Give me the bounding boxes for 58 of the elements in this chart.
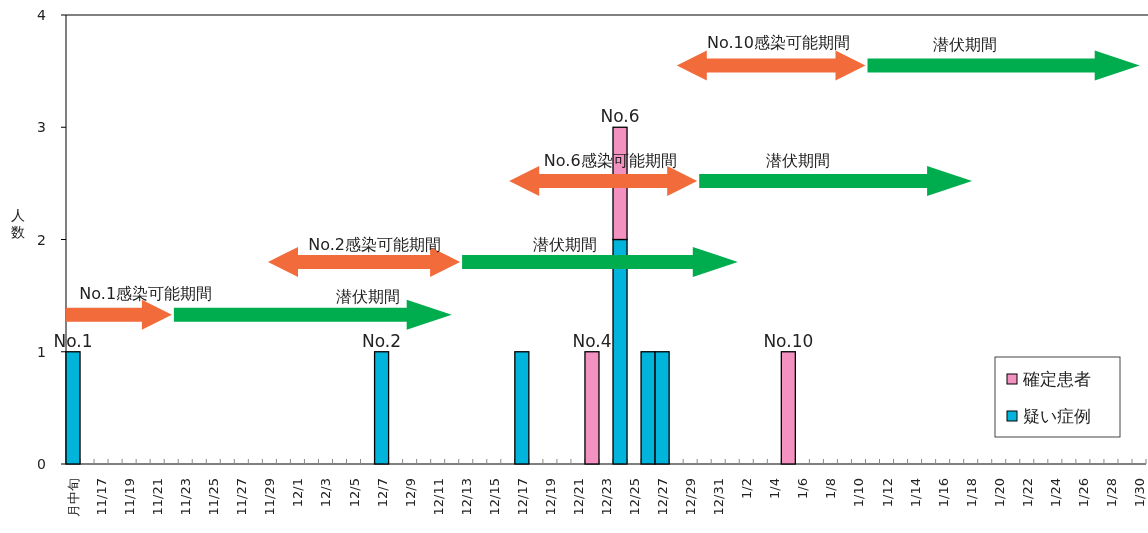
x-tick-label: 1/26 xyxy=(1075,478,1091,508)
x-tick-label: 11/29 xyxy=(262,478,278,516)
legend-label: 疑い症例 xyxy=(1023,406,1091,426)
y-tick-label: 3 xyxy=(37,119,46,136)
annotation: 潜伏期間 xyxy=(335,286,400,306)
y-tick-label: 4 xyxy=(37,7,47,23)
x-tick-label: 12/17 xyxy=(514,478,530,516)
data-label: No.2 xyxy=(362,330,402,351)
x-tick-label: 12/15 xyxy=(486,478,502,516)
x-tick-label: 1/28 xyxy=(1103,478,1119,508)
y-tick-label: 1 xyxy=(37,343,46,360)
x-tick-label: 11/21 xyxy=(150,478,166,516)
x-tick-label: 11/17 xyxy=(94,478,110,516)
x-tick-label: 12/31 xyxy=(711,478,727,516)
x-tick-label: 12/25 xyxy=(627,478,643,516)
data-label: No.6 xyxy=(600,106,640,127)
x-tick-label: 1/18 xyxy=(963,478,979,508)
annotation: No.10感染可能期間 xyxy=(707,32,850,52)
x-tick-label: 1/22 xyxy=(1019,478,1035,508)
x-tick-label: 12/23 xyxy=(599,478,614,516)
x-tick-label: 1/20 xyxy=(991,478,1007,508)
x-tick-label: 11/25 xyxy=(206,478,222,516)
x-tick-label: 1/10 xyxy=(851,478,867,508)
x-tick-label: 12/1 xyxy=(290,478,306,508)
y-axis-title: 人数 xyxy=(11,206,25,240)
x-tick-label: 12/27 xyxy=(655,478,671,516)
data-label: No.10 xyxy=(763,330,814,351)
x-tick-label: 12/29 xyxy=(683,478,699,516)
x-tick-label: 1/12 xyxy=(879,478,895,508)
x-tick-label: 12/19 xyxy=(542,478,558,516)
legend-label: 確定患者 xyxy=(1022,369,1091,389)
x-tick-label: 1/2 xyxy=(739,478,755,499)
x-tick-label: 11/23 xyxy=(178,478,194,516)
x-tick-label: 12/11 xyxy=(430,478,446,516)
x-tick-label: 1/6 xyxy=(795,478,811,499)
annotation: 潜伏期間 xyxy=(766,150,831,170)
annotation: No.2感染可能期間 xyxy=(308,234,441,254)
x-tick-label: 月中旬 xyxy=(66,478,82,517)
x-tick-label: 1/8 xyxy=(823,478,839,499)
data-label: No.4 xyxy=(572,330,612,351)
x-tick-label: 1/30 xyxy=(1131,478,1147,508)
x-tick-label: 12/3 xyxy=(318,478,334,508)
x-tick-label: 12/7 xyxy=(374,478,390,508)
y-tick-label: 2 xyxy=(37,231,46,248)
x-tick-label: 12/5 xyxy=(346,478,362,508)
x-tick-label: 12/9 xyxy=(402,478,418,508)
annotation: 潜伏期間 xyxy=(933,35,998,55)
x-tick-label: 11/27 xyxy=(234,478,250,516)
x-tick-label: 12/21 xyxy=(570,478,586,516)
x-tick-label: 12/13 xyxy=(458,478,474,516)
x-tick-label: 11/19 xyxy=(122,478,138,516)
x-tick-label: 1/16 xyxy=(935,478,951,508)
annotation: 潜伏期間 xyxy=(533,234,598,254)
x-tick-label: 1/24 xyxy=(1047,478,1063,508)
y-tick-label: 0 xyxy=(37,456,46,472)
annotation: No.1感染可能期間 xyxy=(79,284,213,304)
x-tick-label: 1/14 xyxy=(907,478,923,508)
x-tick-label: 1/4 xyxy=(767,478,783,499)
